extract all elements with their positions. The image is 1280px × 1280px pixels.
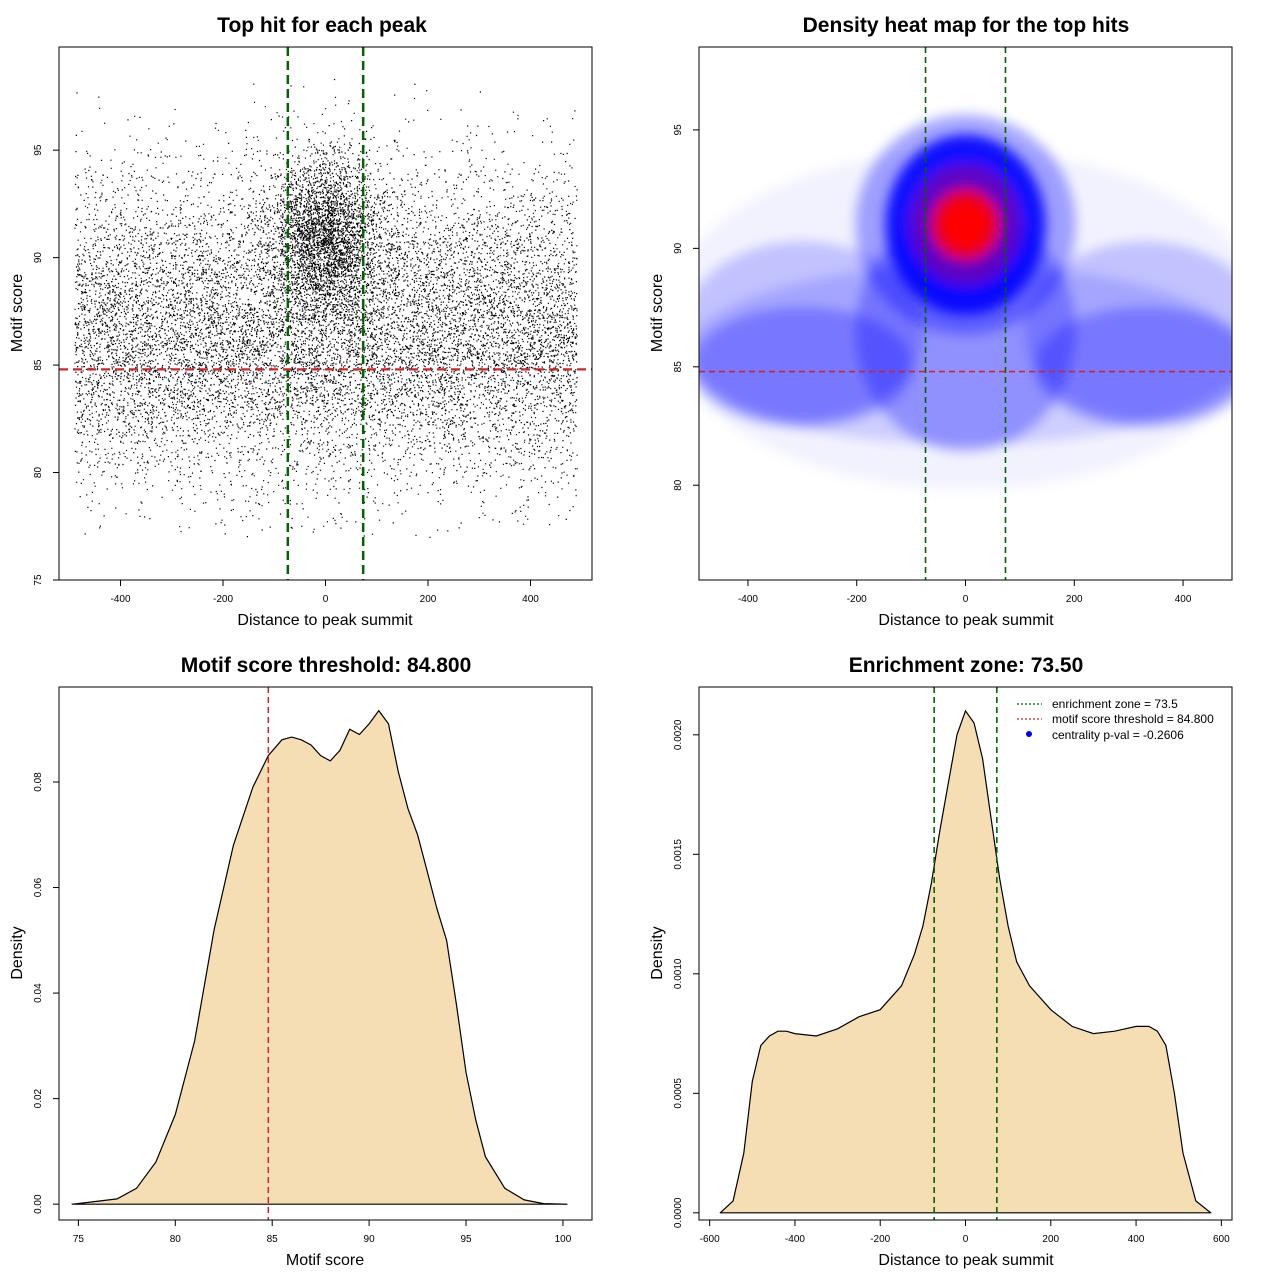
- distance-density-curve: [719, 709, 1212, 1214]
- x-tick-label: 400: [1175, 594, 1192, 605]
- x-tick-label: -400: [785, 1234, 805, 1245]
- y-tick-label: 0.0000: [673, 1197, 684, 1228]
- y-tick-label: 90: [673, 242, 684, 254]
- scatter-x-ticks: -400 -200 0 200 400: [110, 580, 539, 605]
- distance-density-x-ticks: -600 -400 -200 0 200 400 600: [700, 1220, 1230, 1245]
- scatter-point-cloud: [74, 78, 578, 539]
- score-density-x-axis-label: Motif score: [286, 1252, 364, 1269]
- distance-density-y-axis-label: Density: [649, 926, 666, 979]
- y-tick-label: 95: [673, 124, 684, 136]
- panel-score-density: Motif score threshold: 84.800 75 80 85 90 95…: [9, 654, 593, 1269]
- x-tick-label: -400: [738, 594, 758, 605]
- y-tick-label: 80: [673, 479, 684, 491]
- y-tick-label: 95: [33, 144, 44, 156]
- density-blob: [1025, 241, 1232, 422]
- legend-label-centrality: centrality p-val = -0.2606: [1052, 728, 1184, 742]
- x-tick-label: -200: [870, 1234, 890, 1245]
- y-tick-label: 0.0020: [673, 719, 684, 750]
- panel-heatmap: Density heat map for the top hits -400 -2…: [649, 14, 1233, 629]
- y-tick-label: 0.0010: [673, 958, 684, 989]
- y-tick-label: 85: [673, 361, 684, 373]
- distance-density-y-ticks: 0.0000 0.0005 0.0010 0.0015 0.0020: [673, 719, 699, 1228]
- score-density-curve: [71, 709, 568, 1205]
- y-tick-label: 75: [33, 574, 44, 586]
- score-density-y-ticks: 0.00 0.02 0.04 0.06 0.08: [33, 772, 59, 1214]
- x-tick-label: 100: [555, 1234, 572, 1245]
- y-tick-label: 0.08: [33, 772, 44, 792]
- panel-scatter: Top hit for each peak -400 -200 0 200 400 75…: [9, 14, 593, 629]
- y-tick-label: 80: [33, 467, 44, 479]
- heatmap-reference-lines: [699, 47, 1232, 580]
- x-tick-label: 0: [963, 594, 969, 605]
- x-tick-label: 200: [1066, 594, 1083, 605]
- panel-distance-density: Enrichment zone: 73.50 -600 -400 -200 0 200 4…: [649, 654, 1233, 1269]
- scatter-plot-frame: [58, 46, 593, 581]
- density-blob: [943, 202, 988, 247]
- score-density-y-axis-label: Density: [9, 926, 26, 979]
- legend-label-enrichment: enrichment zone = 73.5: [1052, 697, 1178, 711]
- distance-density-title: Enrichment zone: 73.50: [849, 654, 1084, 677]
- x-tick-label: 0: [963, 1234, 969, 1245]
- x-tick-label: 600: [1213, 1234, 1230, 1245]
- score-density-x-ticks: 75 80 85 90 95 100: [73, 1220, 572, 1245]
- score-density-title: Motif score threshold: 84.800: [181, 654, 472, 677]
- x-tick-label: 0: [323, 594, 329, 605]
- x-tick-label: 80: [170, 1234, 182, 1245]
- heatmap-y-axis-label: Motif score: [649, 274, 666, 352]
- x-tick-label: 75: [73, 1234, 85, 1245]
- score-density-plot-frame: [58, 686, 593, 1221]
- y-tick-label: 0.02: [33, 1088, 44, 1108]
- distance-density-x-axis-label: Distance to peak summit: [878, 1252, 1054, 1269]
- y-tick-label: 0.0015: [673, 839, 684, 870]
- heatmap-y-ticks: 80 85 90 95: [673, 124, 699, 491]
- x-tick-label: 85: [267, 1234, 279, 1245]
- scatter-y-ticks: 75 80 85 90 95: [33, 144, 59, 586]
- x-tick-label: 400: [522, 594, 539, 605]
- x-tick-label: -200: [847, 594, 867, 605]
- scatter-y-axis-label: Motif score: [9, 274, 26, 352]
- y-tick-label: 0.04: [33, 983, 44, 1003]
- x-tick-label: 95: [460, 1234, 472, 1245]
- x-tick-label: 200: [1042, 1234, 1059, 1245]
- x-tick-label: -600: [700, 1234, 720, 1245]
- enrichment-zone-lines: [933, 687, 998, 1220]
- scatter-reference-lines: [59, 47, 592, 580]
- x-tick-label: 400: [1128, 1234, 1145, 1245]
- scatter-title: Top hit for each peak: [217, 14, 427, 37]
- x-tick-label: -200: [213, 594, 233, 605]
- heatmap-x-ticks: -400 -200 0 200 400: [738, 580, 1192, 605]
- y-tick-label: 0.0005: [673, 1078, 684, 1109]
- legend-label-threshold: motif score threshold = 84.800: [1052, 712, 1214, 726]
- y-tick-label: 0.06: [33, 877, 44, 897]
- legend: enrichment zone = 73.5 motif score thres…: [1017, 697, 1214, 742]
- scatter-x-axis-label: Distance to peak summit: [237, 612, 413, 629]
- scatter-points: [74, 78, 578, 539]
- heatmap-x-axis-label: Distance to peak summit: [878, 612, 1054, 629]
- y-tick-label: 0.00: [33, 1194, 44, 1214]
- y-tick-label: 90: [33, 252, 44, 264]
- x-tick-label: 90: [364, 1234, 376, 1245]
- x-tick-label: -400: [110, 594, 130, 605]
- heatmap-density: [699, 47, 1232, 580]
- heatmap-title: Density heat map for the top hits: [803, 14, 1130, 37]
- legend-key-centrality: [1026, 731, 1032, 737]
- y-tick-label: 85: [33, 359, 44, 371]
- x-tick-label: 200: [420, 594, 437, 605]
